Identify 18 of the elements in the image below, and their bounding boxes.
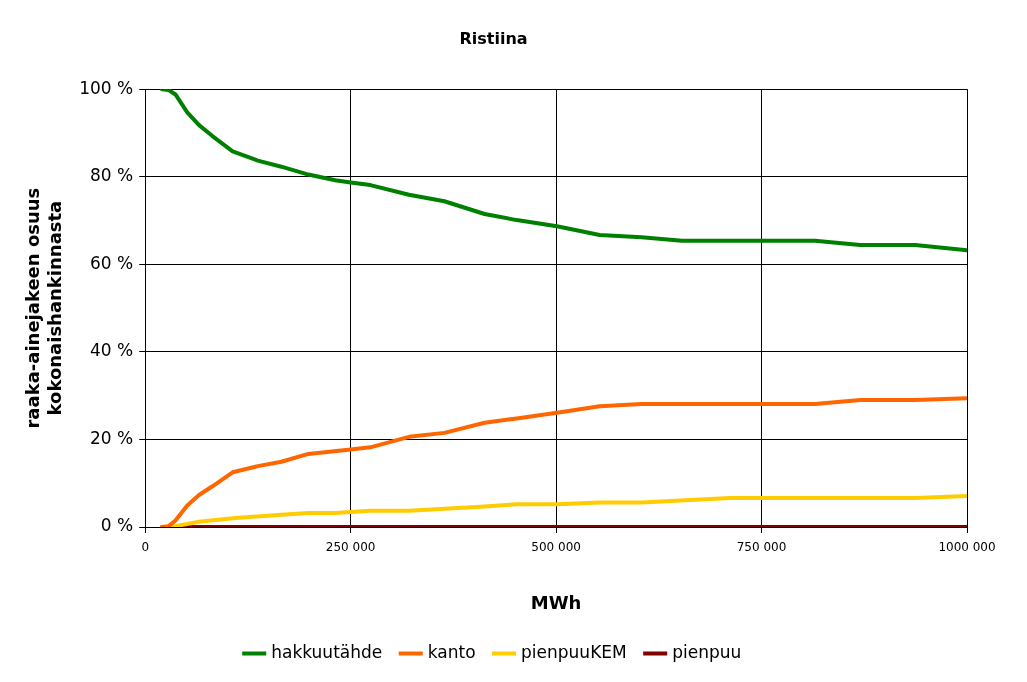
x-tick-label: 250 000 (325, 540, 376, 555)
y-tick-label: 20 % (90, 427, 134, 448)
y-tick-label: 40 % (90, 340, 134, 361)
x-tick-label: 500 000 (531, 540, 581, 555)
x-axis-title: MWh (530, 591, 582, 613)
x-tick-label: 750 000 (736, 540, 787, 555)
legend-label: pienpuu (672, 641, 742, 662)
legend-label: hakkuutähde (271, 641, 383, 662)
x-tick-label: 1000 000 (938, 540, 996, 555)
y-tick-label: 0 % (100, 515, 134, 536)
y-axis-title: raaka-ainejakeen osuus kokonaishankinnasta (22, 187, 66, 429)
y-tick-label: 80 % (90, 165, 134, 186)
chart-title: Ristiina (459, 28, 528, 48)
y-tick-label: 100 % (79, 77, 134, 98)
x-tick-label: 0 (141, 540, 150, 555)
legend-label: kanto (427, 641, 476, 662)
y-tick-label: 60 % (90, 252, 134, 273)
legend-label: pienpuuKEM (521, 641, 627, 662)
